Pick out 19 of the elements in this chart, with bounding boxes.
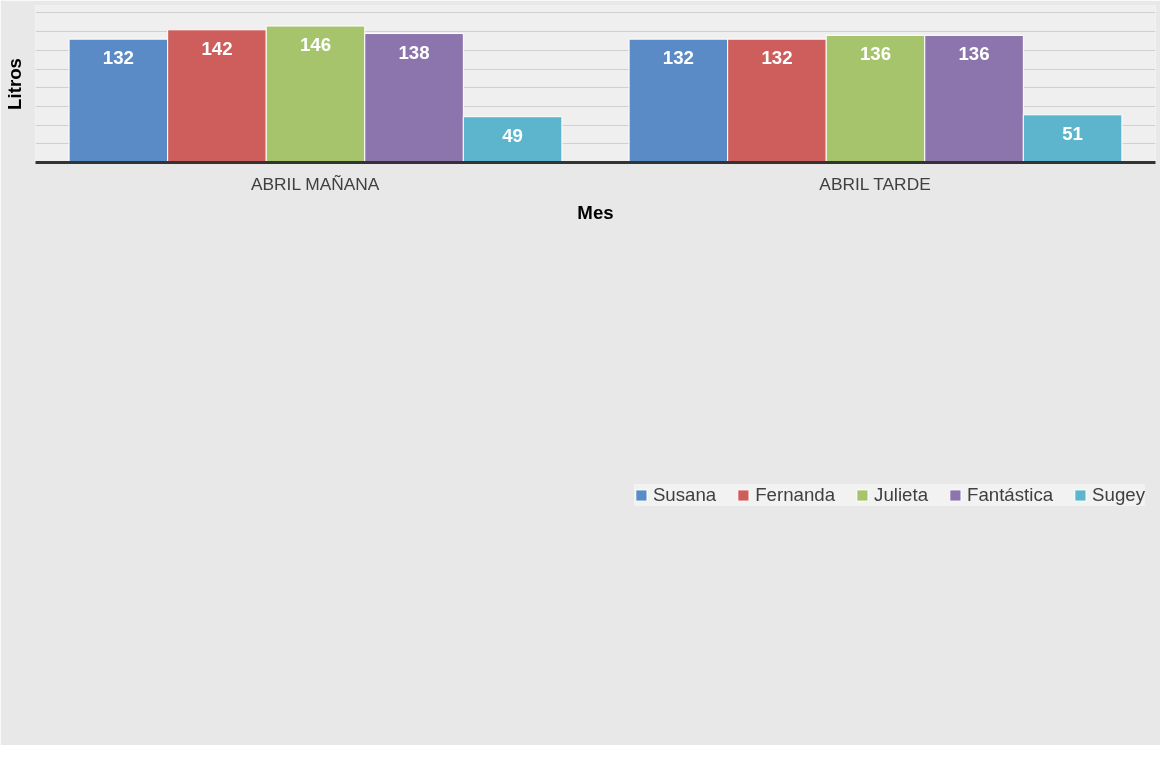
x-tick-label: ABRIL MAÑANA — [250, 173, 380, 194]
legend-label: Fernanda — [755, 484, 836, 506]
data-label: 49 — [502, 124, 524, 146]
legend-label: Julieta — [874, 484, 929, 506]
data-label: 132 — [102, 47, 134, 69]
data-label: 142 — [201, 37, 233, 59]
data-label: 51 — [1062, 122, 1084, 144]
data-label: 132 — [662, 47, 694, 69]
x-tick-label: ABRIL TARDE — [819, 173, 931, 194]
y-axis-title: Litros — [3, 58, 25, 110]
legend-label: Fantástica — [967, 484, 1054, 506]
x-axis-title: Mes — [577, 201, 614, 223]
legend-label: Sugey — [1092, 484, 1145, 506]
data-label: 136 — [958, 43, 990, 65]
data-label: 138 — [398, 41, 430, 63]
data-label: 136 — [859, 43, 892, 65]
legend-label: Susana — [652, 484, 717, 506]
data-label: 146 — [299, 34, 332, 56]
data-label: 132 — [761, 47, 793, 69]
